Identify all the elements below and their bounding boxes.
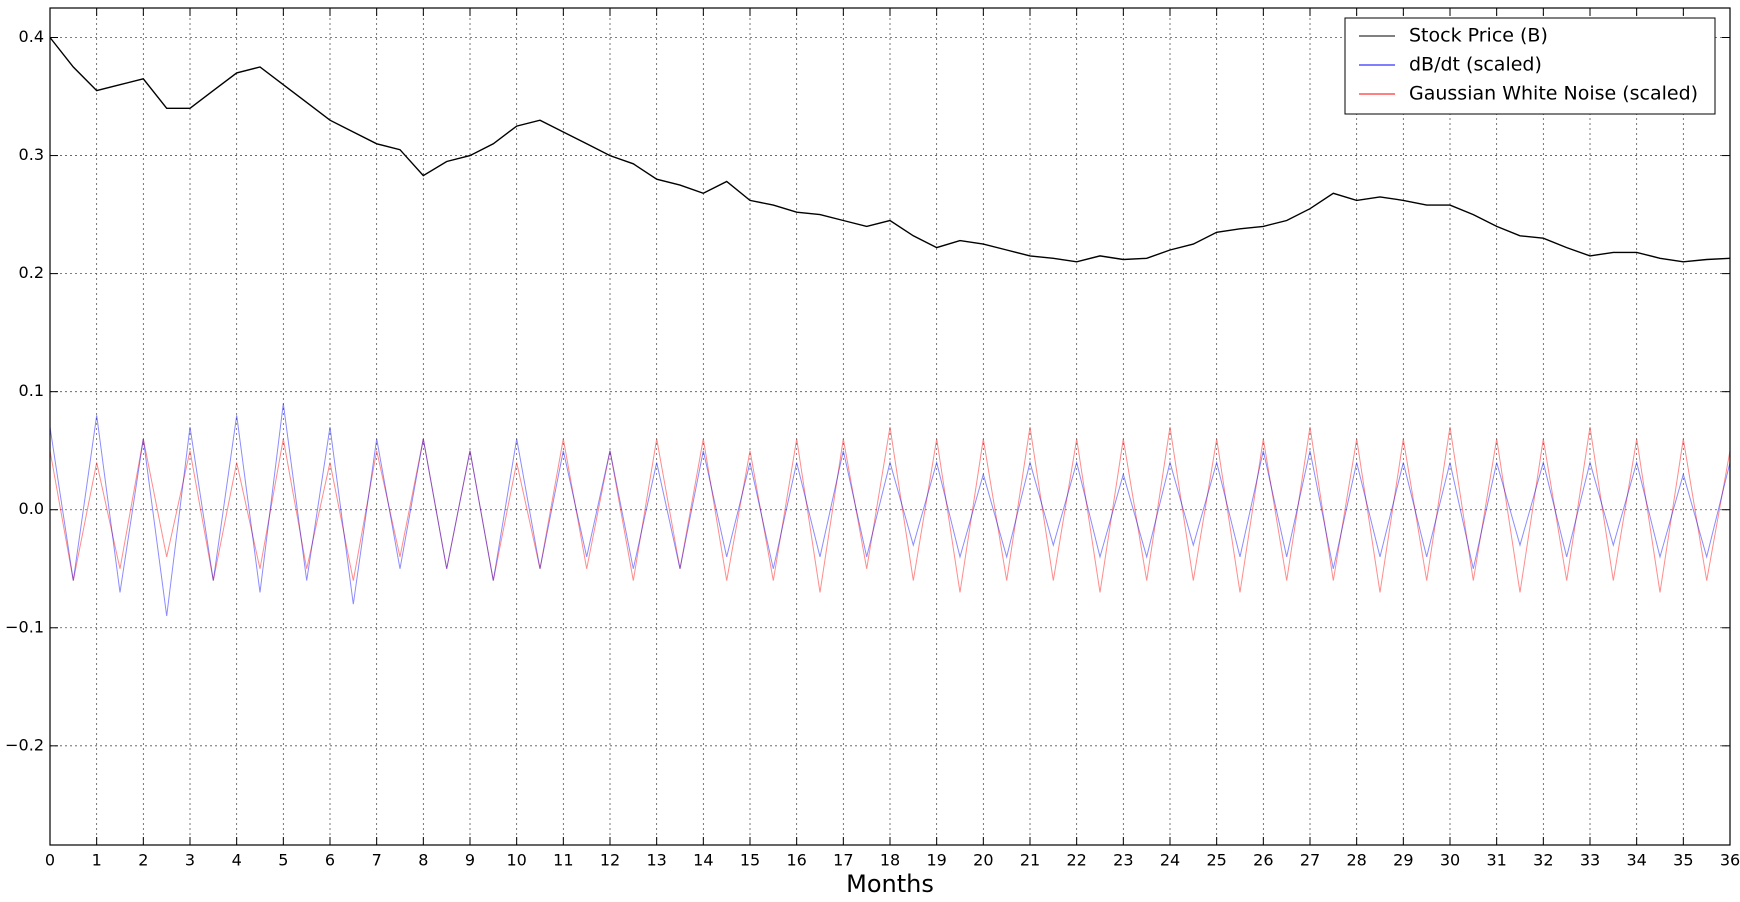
plot-frame <box>49 7 1731 846</box>
legend-label: Gaussian White Noise (scaled) <box>1409 83 1698 105</box>
x-tick-label: 19 <box>926 851 946 870</box>
x-tick-label: 17 <box>833 851 853 870</box>
x-tick-label: 0 <box>45 851 55 870</box>
x-tick-label: 27 <box>1300 851 1320 870</box>
y-tick-label: −0.1 <box>5 617 44 636</box>
x-tick-label: 26 <box>1253 851 1273 870</box>
series-line <box>49 37 1731 263</box>
x-tick-label: 13 <box>646 851 666 870</box>
y-tick-label: −0.2 <box>5 735 44 754</box>
x-tick-label: 24 <box>1160 851 1180 870</box>
x-tick-label: 25 <box>1206 851 1226 870</box>
x-tick-label: 1 <box>92 851 102 870</box>
x-tick-label: 16 <box>786 851 806 870</box>
y-tick-label: 0.4 <box>19 27 44 46</box>
x-tick-label: 32 <box>1533 851 1553 870</box>
x-tick-label: 14 <box>693 851 713 870</box>
x-tick-label: 28 <box>1346 851 1366 870</box>
x-tick-label: 12 <box>600 851 620 870</box>
x-tick-label: 10 <box>506 851 526 870</box>
x-tick-label: 15 <box>740 851 760 870</box>
x-tick-label: 23 <box>1113 851 1133 870</box>
x-tick-label: 8 <box>418 851 428 870</box>
x-axis-label: Months <box>846 870 934 898</box>
y-tick-label: 0.0 <box>19 499 44 518</box>
legend-box <box>1344 17 1716 115</box>
x-tick-label: 36 <box>1720 851 1740 870</box>
x-tick-label: 5 <box>278 851 288 870</box>
x-tick-label: 9 <box>465 851 475 870</box>
x-tick-label: 20 <box>973 851 993 870</box>
y-tick-label: 0.3 <box>19 145 44 164</box>
x-tick-label: 6 <box>325 851 335 870</box>
x-tick-label: 30 <box>1440 851 1460 870</box>
series-line <box>49 403 1731 617</box>
x-tick-label: 33 <box>1580 851 1600 870</box>
x-tick-label: 7 <box>372 851 382 870</box>
y-tick-label: 0.1 <box>19 381 44 400</box>
x-tick-label: 21 <box>1020 851 1040 870</box>
x-tick-label: 22 <box>1066 851 1086 870</box>
x-tick-label: 18 <box>880 851 900 870</box>
x-tick-label: 3 <box>185 851 195 870</box>
x-tick-label: 4 <box>232 851 242 870</box>
x-tick-label: 2 <box>138 851 148 870</box>
y-tick-label: 0.2 <box>19 263 44 282</box>
legend-label: Stock Price (B) <box>1409 25 1548 47</box>
x-tick-label: 31 <box>1486 851 1506 870</box>
x-tick-label: 29 <box>1393 851 1413 870</box>
x-tick-label: 35 <box>1673 851 1693 870</box>
x-tick-label: 11 <box>553 851 573 870</box>
series-line <box>49 427 1731 593</box>
legend-label: dB/dt (scaled) <box>1409 54 1542 76</box>
x-tick-label: 34 <box>1626 851 1646 870</box>
